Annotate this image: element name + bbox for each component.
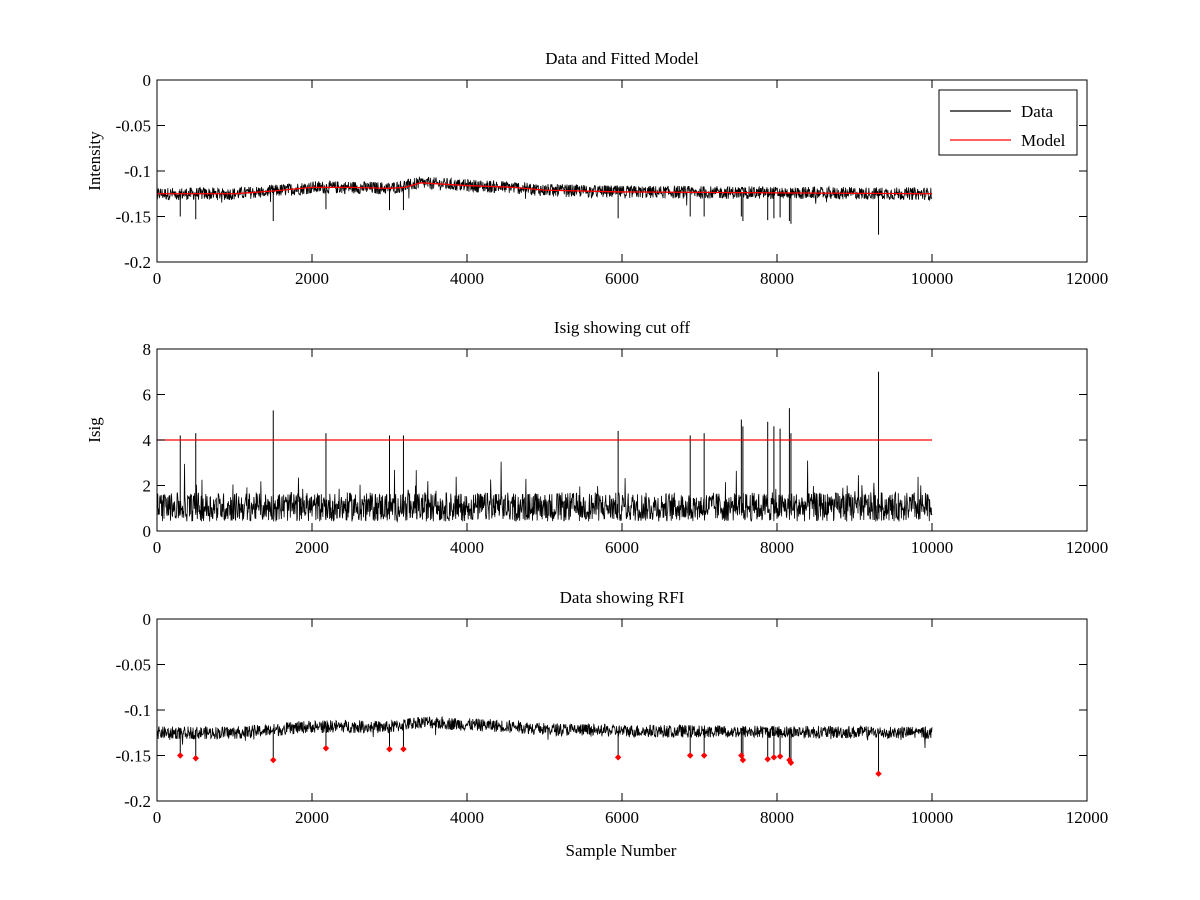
rfi-marker-8 [700, 752, 708, 759]
legend-label-data: Data [1021, 102, 1054, 121]
rfi-marker-1 [192, 755, 199, 762]
series-layer [157, 716, 933, 777]
x-tick-label: 2000 [295, 269, 329, 288]
x-tick-label: 12000 [1066, 269, 1109, 288]
panel-title: Isig showing cut off [554, 318, 690, 337]
legend: Data Model [938, 89, 1078, 156]
y-tick-label: 0 [143, 71, 152, 90]
y-tick-label: 0 [143, 522, 152, 541]
y-tick-label: -0.2 [124, 253, 151, 272]
x-tick-label: 0 [153, 269, 162, 288]
x-tick-label: 6000 [605, 269, 639, 288]
y-axis-label: Isig [85, 417, 104, 443]
y-tick-label: -0.2 [124, 792, 151, 811]
x-tick-label: 8000 [760, 269, 794, 288]
y-axis-label: Intensity [85, 131, 104, 191]
y-tick-label: -0.15 [116, 208, 151, 227]
panel-title: Data and Fitted Model [545, 49, 699, 68]
y-tick-label: -0.05 [116, 117, 151, 136]
y-tick-label: 2 [143, 477, 152, 496]
x-tick-label: 0 [153, 538, 162, 557]
y-tick-label: 0 [143, 610, 152, 629]
rfi-marker-9 [738, 752, 745, 759]
y-tick-label: -0.1 [124, 162, 151, 181]
rfi-marker-4 [386, 745, 393, 753]
rfi-marker-6 [614, 754, 622, 761]
x-tick-label: 12000 [1066, 808, 1109, 827]
rfi-marker-12 [770, 754, 778, 761]
y-tick-label: -0.05 [116, 656, 151, 675]
panel-2: 0 2000 4000 6000 8000 10000 12000 0 2 4 6 8 Isig sho… [85, 318, 1108, 557]
series-layer [157, 371, 933, 523]
x-tick-label: 12000 [1066, 538, 1109, 557]
x-tick-label: 8000 [760, 538, 794, 557]
rfi-marker-15 [787, 759, 795, 767]
plot-area [157, 80, 1087, 262]
x-tick-label: 2000 [295, 808, 329, 827]
rfi-marker-0 [177, 752, 184, 759]
x-tick-label: 4000 [450, 538, 484, 557]
rfi-marker-13 [776, 753, 784, 760]
panel-title: Data showing RFI [560, 588, 685, 607]
rfi-marker-7 [686, 752, 694, 759]
series-model [157, 182, 933, 195]
series-data [157, 176, 933, 206]
rfi-marker-2 [270, 756, 277, 764]
x-tick-label: 10000 [911, 808, 954, 827]
y-tick-label: -0.15 [116, 747, 151, 766]
x-tick-label: 6000 [605, 808, 639, 827]
y-tick-label: 6 [143, 386, 152, 405]
rfi-marker-3 [322, 744, 330, 752]
y-tick-label: 4 [143, 431, 152, 450]
panels: 0 2000 4000 6000 8000 10000 120000-0.05-0.1-0.… [85, 49, 1108, 827]
legend-box [938, 89, 1078, 156]
x-tick-label: 2000 [295, 538, 329, 557]
panel-1: 0 2000 4000 6000 8000 10000 12000 0 -0.05 -0.1 -0.… [85, 49, 1108, 288]
x-tick-label: 6000 [605, 538, 639, 557]
series-signal [157, 716, 933, 749]
series-signal [157, 460, 933, 523]
rfi-marker-5 [400, 745, 407, 753]
y-tick-label: -0.1 [124, 701, 151, 720]
series-layer [157, 176, 933, 235]
plot-area [157, 619, 1087, 801]
x-tick-label: 8000 [760, 808, 794, 827]
figure-xlabel: Sample Number [566, 841, 677, 860]
x-tick-label: 10000 [911, 538, 954, 557]
rfi-marker-11 [764, 755, 771, 763]
rfi-marker-16 [875, 770, 882, 777]
x-tick-label: 4000 [450, 269, 484, 288]
panel-3: 0 2000 4000 6000 8000 10000 12000 0 -0.05 -0.1 -0.… [116, 588, 1109, 827]
rfi-marker-10 [739, 756, 747, 764]
x-tick-label: 4000 [450, 808, 484, 827]
x-tick-label: 10000 [911, 269, 954, 288]
x-tick-label: 0 [153, 808, 162, 827]
legend-label-model: Model [1021, 131, 1066, 150]
y-tick-label: 8 [143, 340, 152, 359]
